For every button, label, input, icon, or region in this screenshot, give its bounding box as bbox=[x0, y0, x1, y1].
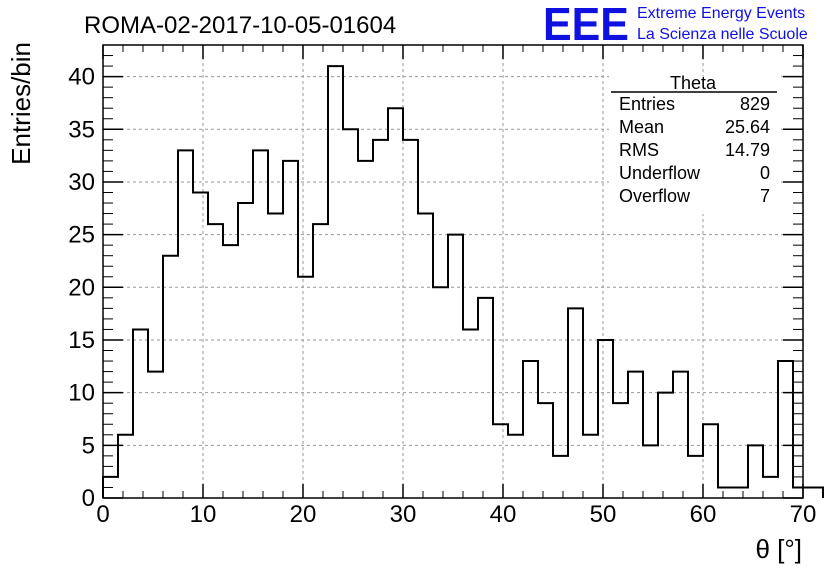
stat-label: Underflow bbox=[619, 163, 701, 183]
histogram-bin bbox=[313, 224, 328, 498]
stats-box-title: Theta bbox=[670, 73, 717, 93]
histogram-bin bbox=[463, 329, 478, 498]
histogram-bin bbox=[598, 340, 613, 498]
histogram-bin bbox=[583, 435, 598, 498]
histogram-bin bbox=[658, 393, 673, 498]
histogram-bin bbox=[253, 150, 268, 498]
histogram-bin bbox=[703, 424, 718, 498]
x-tick-label: 0 bbox=[96, 501, 109, 528]
histogram-bin bbox=[328, 66, 343, 498]
histogram-bin bbox=[553, 456, 568, 498]
y-tick-label: 30 bbox=[68, 169, 95, 196]
eee-logo: EEE Extreme Energy Events La Scienza nel… bbox=[543, 0, 808, 50]
histogram-bin bbox=[688, 456, 703, 498]
histogram-bin bbox=[283, 161, 298, 498]
y-axis-label: Entries/bin bbox=[6, 42, 36, 165]
histogram-bin bbox=[343, 129, 358, 498]
x-tick-label: 50 bbox=[590, 501, 617, 528]
histogram-bin bbox=[628, 372, 643, 498]
histogram-bin bbox=[448, 235, 463, 498]
histogram-bin bbox=[358, 161, 373, 498]
x-tick-label: 20 bbox=[290, 501, 317, 528]
y-tick-label: 25 bbox=[68, 222, 95, 249]
histogram-bin bbox=[508, 435, 523, 498]
histogram-bin bbox=[133, 329, 148, 498]
histogram-bin bbox=[118, 435, 133, 498]
histogram-bin bbox=[418, 214, 433, 498]
histogram-bin bbox=[568, 308, 583, 498]
histogram-bin bbox=[748, 445, 763, 498]
stat-label: Overflow bbox=[619, 186, 691, 206]
logo-line2: La Scienza nelle Scuole bbox=[637, 26, 808, 43]
histogram-bin bbox=[373, 140, 388, 498]
x-tick-label: 70 bbox=[790, 501, 817, 528]
histogram-bin bbox=[238, 203, 253, 498]
logo-mark: EEE bbox=[543, 0, 629, 50]
y-tick-label: 5 bbox=[82, 432, 95, 459]
histogram-bin bbox=[613, 403, 628, 498]
stat-value: 829 bbox=[740, 94, 770, 114]
stats-rows: Entries 829 Mean 25.64 RMS 14.79 Underflow 0 Ove… bbox=[619, 94, 770, 206]
stat-label: Mean bbox=[619, 117, 664, 137]
logo-line1: Extreme Energy Events bbox=[637, 5, 805, 22]
x-tick-label: 30 bbox=[390, 501, 417, 528]
histogram-bin bbox=[718, 487, 733, 498]
histogram-bin bbox=[493, 424, 508, 498]
histogram-bin bbox=[193, 192, 208, 498]
y-tick-label: 15 bbox=[68, 327, 95, 354]
histogram-outline bbox=[102, 65, 824, 498]
histogram-bin bbox=[733, 487, 748, 498]
x-tick-label: 60 bbox=[690, 501, 717, 528]
histogram-bin bbox=[298, 277, 313, 498]
y-tick-label: 0 bbox=[82, 485, 95, 512]
stats-box: Theta Entries 829 Mean 25.64 RMS 14.79 Underfl… bbox=[609, 73, 779, 214]
histogram-bin bbox=[268, 214, 283, 498]
stat-value: 7 bbox=[760, 186, 770, 206]
histogram-bin bbox=[148, 372, 163, 498]
x-tick-label: 40 bbox=[490, 501, 517, 528]
histogram-bin bbox=[778, 361, 793, 498]
histogram-bin bbox=[763, 477, 778, 498]
y-tick-label: 10 bbox=[68, 380, 95, 407]
histogram-bin bbox=[388, 108, 403, 498]
stat-label: RMS bbox=[619, 140, 659, 160]
histogram-bin bbox=[538, 403, 553, 498]
plot-frame bbox=[102, 44, 804, 499]
y-tick-label: 40 bbox=[68, 64, 95, 91]
histogram-bin bbox=[673, 372, 688, 498]
x-axis-label: θ [°] bbox=[755, 534, 802, 564]
histogram-bin bbox=[163, 256, 178, 498]
histogram-bin bbox=[403, 140, 418, 498]
x-tick-label: 10 bbox=[190, 501, 217, 528]
histogram-bin bbox=[478, 298, 493, 498]
stats-box-background bbox=[609, 76, 779, 214]
histogram-bin bbox=[643, 445, 658, 498]
stat-label: Entries bbox=[619, 94, 675, 114]
histogram-bin bbox=[808, 487, 823, 498]
stat-value: 14.79 bbox=[725, 140, 770, 160]
y-tick-label: 35 bbox=[68, 116, 95, 143]
histogram-bin bbox=[523, 361, 538, 498]
chart-title: ROMA-02-2017-10-05-01604 bbox=[84, 12, 396, 39]
histogram-bin bbox=[223, 245, 238, 498]
histogram-bin bbox=[208, 224, 223, 498]
y-tick-label: 20 bbox=[68, 274, 95, 301]
stat-value: 0 bbox=[760, 163, 770, 183]
stat-value: 25.64 bbox=[725, 117, 770, 137]
histogram-bin bbox=[793, 487, 808, 498]
histogram-bin bbox=[178, 150, 193, 498]
